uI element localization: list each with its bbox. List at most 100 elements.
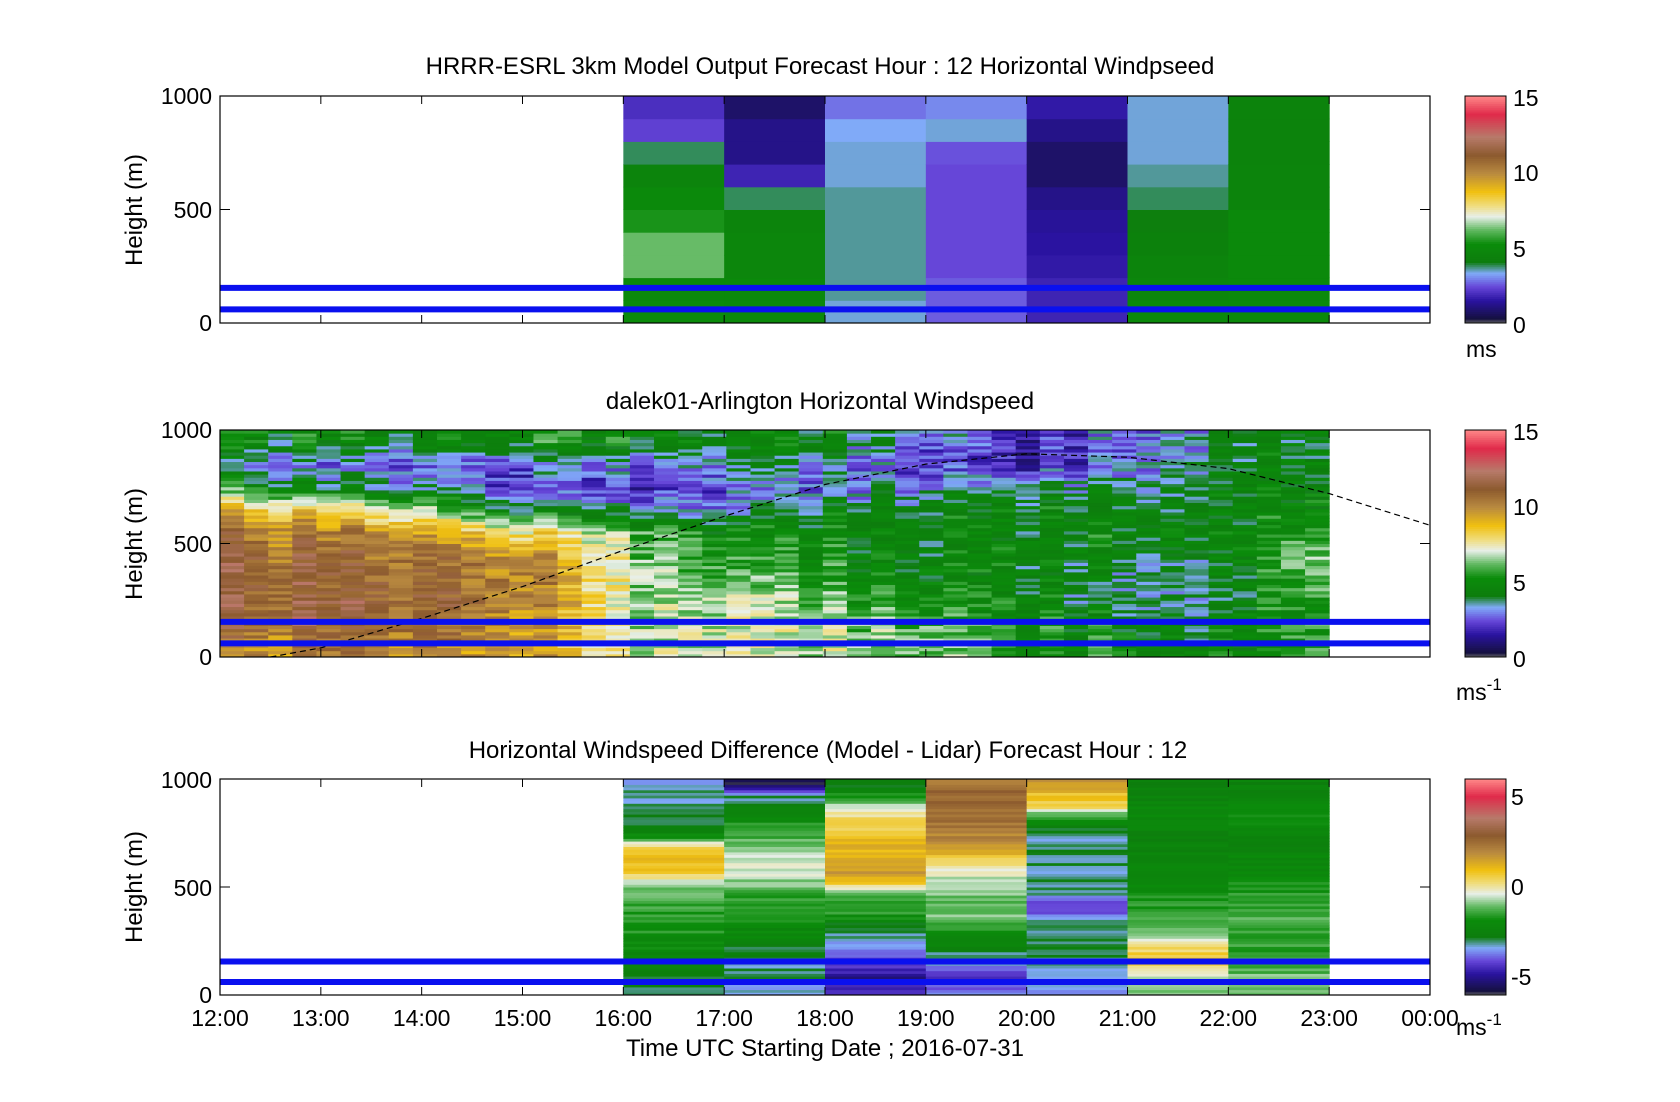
heatmap-cell (1127, 784, 1229, 788)
heatmap-cell (943, 634, 968, 639)
heatmap-cell (220, 552, 245, 557)
colorbar-segment (1465, 854, 1506, 857)
heatmap-cell (388, 556, 414, 560)
heatmap-cell (461, 470, 486, 475)
heatmap-cell (1160, 571, 1185, 576)
heatmap-cell (1160, 650, 1185, 655)
heatmap-cell (1015, 568, 1041, 573)
heatmap-cell (825, 803, 927, 807)
colorbar-segment (1465, 779, 1506, 782)
heatmap-cell (750, 616, 776, 620)
heatmap-cell (1127, 811, 1229, 815)
heatmap-cell (1063, 578, 1089, 582)
heatmap-cell (822, 455, 848, 459)
heatmap-cell (316, 452, 342, 456)
heatmap-cell (798, 647, 824, 652)
heatmap-cell (1184, 430, 1210, 434)
heatmap-cell (774, 486, 800, 491)
colorbar-segment (1465, 829, 1506, 832)
heatmap-cell (919, 543, 944, 548)
heatmap-cell (991, 638, 1017, 642)
heatmap-cell (925, 854, 1028, 858)
colorbar-segment (1465, 932, 1506, 935)
heatmap-cell (629, 546, 655, 551)
x-tick-label: 16:00 (595, 1005, 653, 1031)
heatmap-cell (1063, 606, 1089, 611)
heatmap-cell (654, 489, 679, 494)
heatmap-cell (822, 647, 848, 652)
heatmap-cell (678, 653, 703, 658)
heatmap-cell (967, 518, 993, 522)
heatmap-cell (1256, 612, 1282, 617)
heatmap-cell (557, 486, 583, 491)
heatmap-cell (846, 502, 872, 507)
heatmap-cell (1305, 590, 1330, 595)
colorbar-segment (1465, 467, 1506, 471)
heatmap-cell (654, 537, 679, 541)
heatmap-cell (485, 430, 510, 434)
heatmap-cell (967, 433, 993, 437)
heatmap-cell (485, 638, 510, 642)
heatmap-cell (244, 631, 269, 636)
heatmap-cell (846, 442, 872, 447)
heatmap-cell (1228, 814, 1330, 818)
heatmap-cell (724, 911, 826, 915)
heatmap-cell (798, 562, 824, 567)
heatmap-cell (967, 452, 993, 456)
heatmap-cell (846, 505, 872, 510)
heatmap-cell (1015, 467, 1041, 472)
heatmap-cell (1305, 603, 1330, 608)
heatmap-cell (461, 461, 486, 466)
heatmap-cell (943, 496, 968, 500)
heatmap-cell (557, 515, 583, 519)
colorbar-segment (1465, 847, 1506, 850)
heatmap-cell (1039, 590, 1065, 595)
heatmap-cell (1127, 841, 1229, 845)
heatmap-cell (774, 527, 800, 532)
heatmap-cell (798, 436, 824, 440)
heatmap-cell (895, 625, 920, 630)
heatmap-cell (1127, 838, 1229, 842)
heatmap-cell (1127, 968, 1229, 972)
heatmap-cell (1208, 559, 1234, 563)
heatmap-cell (220, 515, 245, 519)
heatmap-cell (919, 581, 944, 585)
heatmap-cell (991, 647, 1017, 652)
heatmap-cell (1088, 540, 1113, 544)
heatmap-cell (1228, 924, 1330, 928)
heatmap-cell (774, 474, 800, 478)
colorbar-segment (1465, 118, 1506, 122)
heatmap-cell (925, 841, 1028, 845)
heatmap-cell (1127, 141, 1229, 165)
heatmap-cell (316, 653, 342, 658)
heatmap-cell (1228, 989, 1330, 993)
heatmap-cell (1232, 616, 1258, 620)
colorbar-segment (1465, 780, 1506, 784)
heatmap-cell (1136, 474, 1161, 478)
heatmap-cell (943, 593, 968, 598)
heatmap-cell (750, 439, 776, 444)
heatmap-cell (581, 540, 607, 544)
heatmap-cell (364, 575, 390, 579)
colorbar-segment (1465, 505, 1506, 509)
heatmap-cell (724, 795, 826, 799)
heatmap-cell (1015, 474, 1041, 478)
heatmap-cell (340, 452, 366, 456)
heatmap-cell (268, 549, 293, 554)
heatmap-cell (702, 653, 727, 658)
heatmap-cell (1184, 556, 1210, 560)
heatmap-cell (364, 600, 390, 604)
heatmap-cell (364, 543, 390, 548)
heatmap-cell (1088, 552, 1113, 557)
heatmap-cell (919, 638, 944, 642)
heatmap-cell (919, 540, 944, 544)
heatmap-cell (509, 537, 534, 541)
heatmap-cell (724, 816, 826, 820)
heatmap-cell (623, 911, 725, 915)
heatmap-cell (605, 584, 631, 589)
heatmap-cell (364, 455, 390, 459)
heatmap-cell (1232, 650, 1258, 655)
heatmap-cell (629, 508, 655, 513)
heatmap-cell (244, 455, 269, 459)
heatmap-cell (724, 938, 826, 942)
